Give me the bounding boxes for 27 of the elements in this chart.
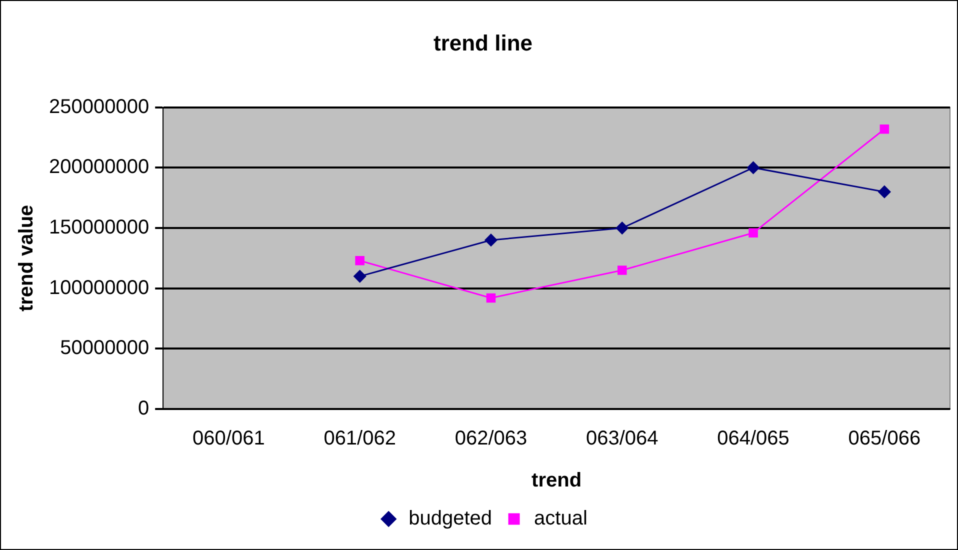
x-tick-label: 065/066 (848, 428, 921, 450)
x-tick-label: 063/064 (586, 428, 658, 450)
point (486, 293, 496, 303)
y-tick-label: 150000000 (49, 216, 150, 239)
x-axis-title: trend (532, 470, 582, 492)
x-tick-label: 061/062 (324, 428, 396, 450)
point (748, 228, 758, 238)
y-tick-label: 50000000 (60, 337, 150, 360)
x-tick-label: 062/063 (454, 428, 528, 450)
point (880, 124, 890, 134)
x-tick-label: 064/065 (717, 428, 790, 450)
point (354, 270, 366, 283)
point (484, 234, 498, 246)
y-tick-label: 250000000 (49, 96, 150, 118)
legend-label: actual (534, 508, 588, 530)
y-axis-title: trend value (16, 204, 38, 312)
point (878, 186, 891, 198)
y-tick-label: 100000000 (49, 276, 150, 299)
y-tick-label: 200000000 (49, 156, 150, 178)
x-tick-label: 060/061 (192, 428, 265, 450)
point (747, 161, 760, 174)
point (355, 256, 364, 266)
chart-title: trend line (433, 30, 533, 56)
legend-label: budgeted (408, 508, 492, 530)
point (617, 266, 627, 275)
point (616, 222, 628, 234)
y-tick-label: 0 (138, 398, 150, 420)
